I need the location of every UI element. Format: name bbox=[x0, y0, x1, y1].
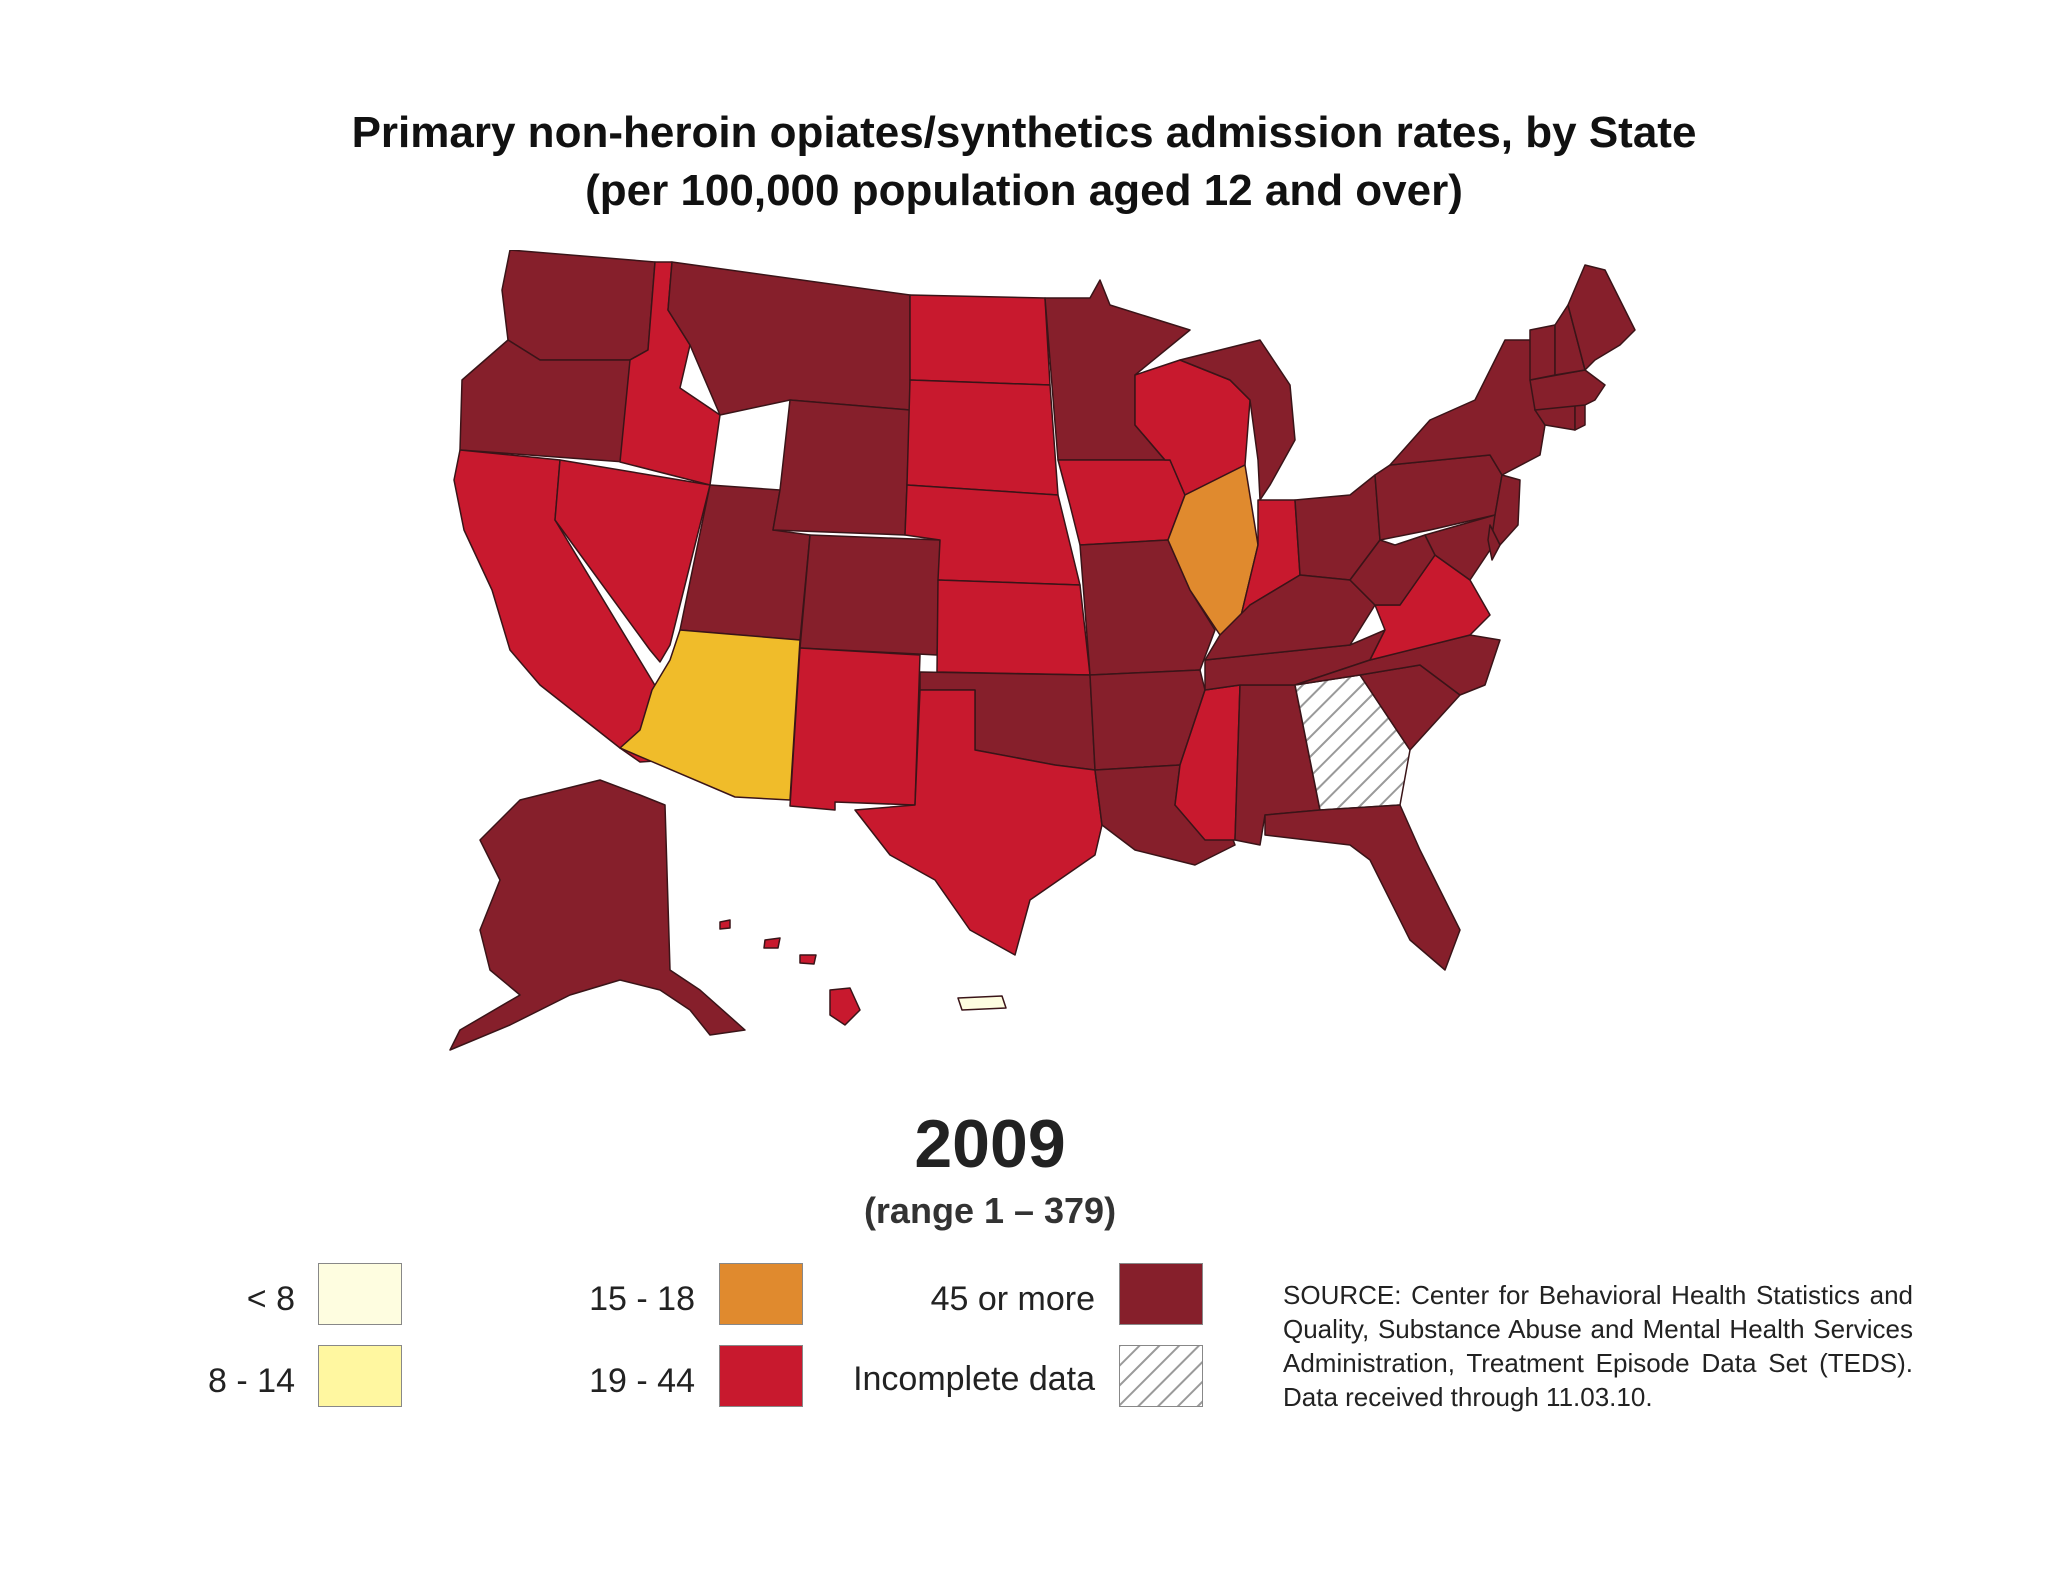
state-rhode-island bbox=[1574, 404, 1586, 431]
state-south-dakota bbox=[906, 379, 1059, 496]
state-florida bbox=[1264, 804, 1461, 971]
state-west-virginia bbox=[1349, 534, 1436, 606]
state-north-dakota bbox=[909, 294, 1051, 386]
map-year: 2009 bbox=[914, 1106, 1066, 1182]
state-kansas bbox=[936, 579, 1091, 676]
legend-label-8-14: 8 - 14 bbox=[208, 1362, 295, 1400]
state-washington bbox=[501, 250, 656, 361]
legend-label-45-plus: 45 or more bbox=[930, 1280, 1095, 1318]
title-line-2: (per 100,000 population aged 12 and over… bbox=[585, 166, 1463, 215]
state-north-carolina bbox=[1294, 634, 1501, 696]
legend-swatch-19-44 bbox=[719, 1345, 803, 1407]
hawaii-islands bbox=[719, 919, 817, 965]
state-texas bbox=[854, 689, 1103, 956]
state-hawaii bbox=[829, 987, 861, 1026]
state-iowa bbox=[1057, 459, 1186, 546]
state-wyoming bbox=[772, 399, 911, 536]
legend-label-15-18: 15 - 18 bbox=[589, 1280, 695, 1318]
state-new-york bbox=[1389, 339, 1546, 476]
territory-puerto-rico bbox=[957, 995, 1007, 1011]
map-range: (range 1 – 379) bbox=[863, 1190, 1117, 1231]
state-maryland bbox=[1424, 514, 1496, 581]
legend-label-incomplete: Incomplete data bbox=[853, 1360, 1095, 1398]
state-maine bbox=[1567, 264, 1636, 371]
state-colorado bbox=[799, 534, 941, 656]
legend-label-lt8: < 8 bbox=[246, 1280, 295, 1318]
state-arizona bbox=[619, 629, 801, 801]
state-michigan bbox=[1179, 339, 1296, 501]
legend-swatch-lt8 bbox=[318, 1263, 402, 1325]
legend-swatch-15-18 bbox=[719, 1263, 803, 1325]
legend-swatch-45-plus bbox=[1119, 1263, 1203, 1325]
state-montana bbox=[667, 261, 911, 416]
source-note: SOURCE: Center for Behavioral Health Sta… bbox=[1283, 1280, 1913, 1412]
state-vermont bbox=[1529, 324, 1556, 381]
map-title: Primary non-heroin opiates/synthetics ad… bbox=[0, 104, 2048, 220]
legend-swatch-incomplete bbox=[1119, 1345, 1203, 1407]
state-alaska bbox=[449, 779, 746, 1051]
legend-swatch-8-14 bbox=[318, 1345, 402, 1407]
legend-label-19-44: 19 - 44 bbox=[589, 1362, 695, 1400]
state-new-mexico bbox=[789, 647, 921, 811]
state-delaware bbox=[1487, 524, 1501, 561]
title-line-1: Primary non-heroin opiates/synthetics ad… bbox=[351, 108, 1697, 157]
us-choropleth-map bbox=[449, 250, 1636, 1051]
